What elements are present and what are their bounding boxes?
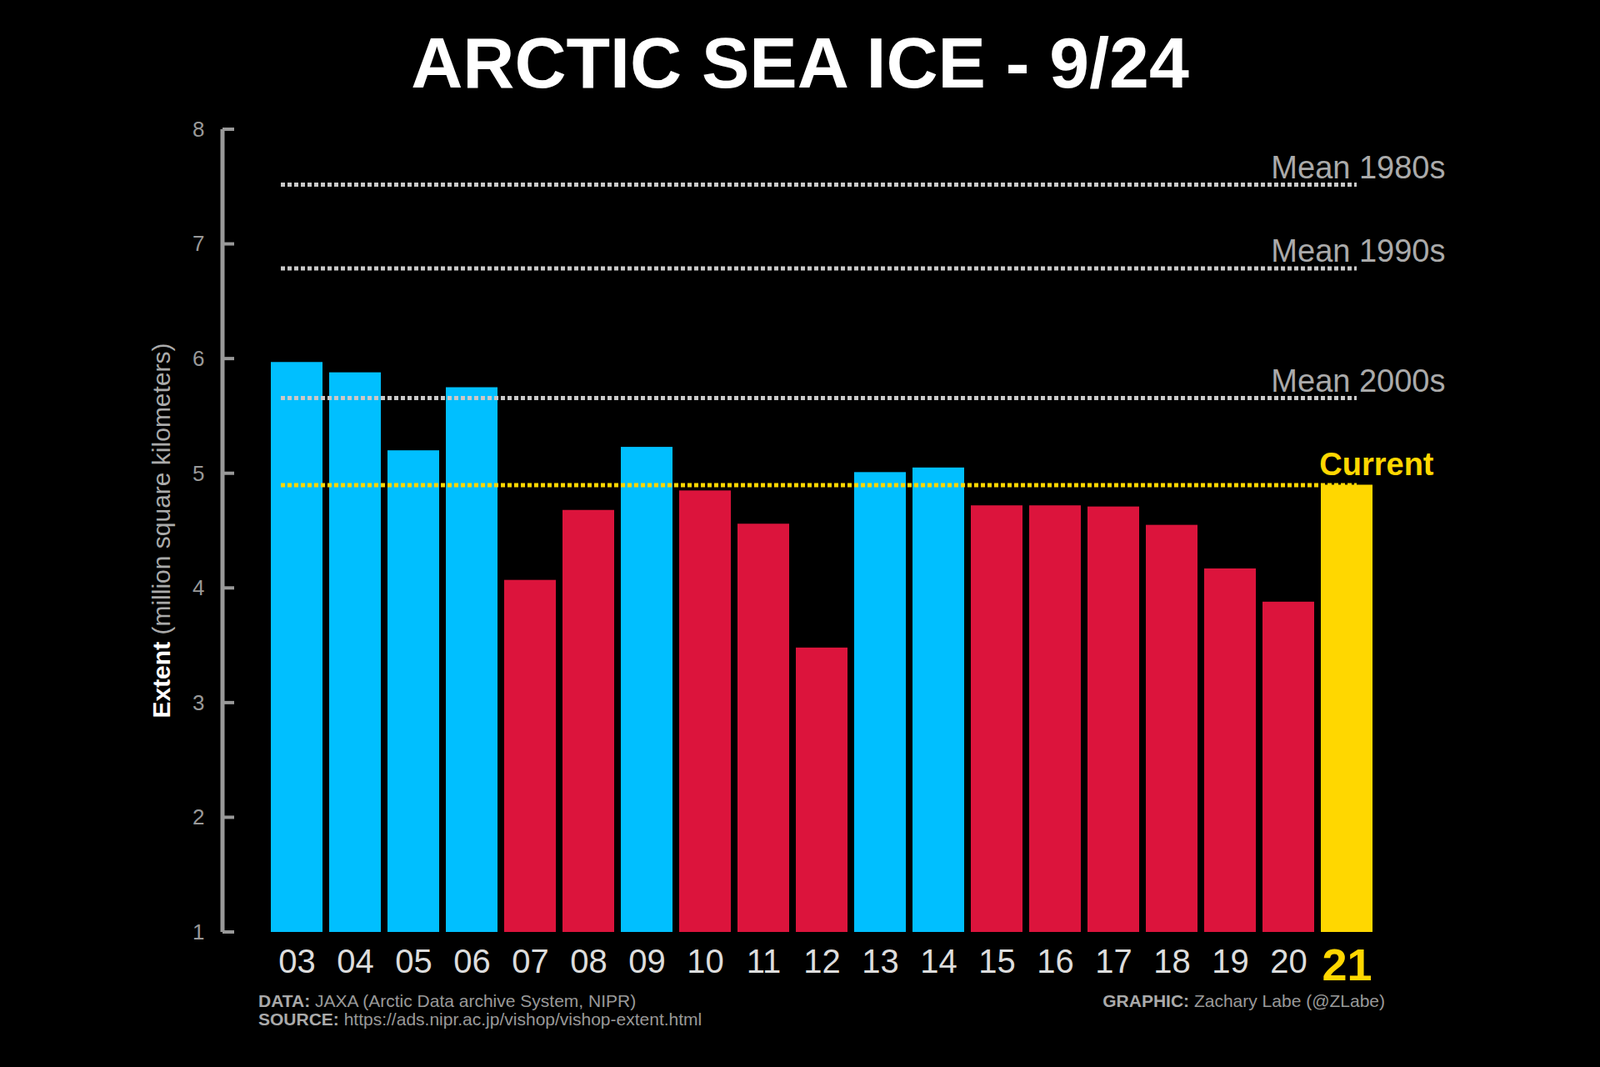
- svg-text:12: 12: [803, 942, 841, 980]
- svg-text:3: 3: [192, 690, 205, 715]
- svg-text:4: 4: [192, 575, 205, 600]
- svg-text:07: 07: [511, 942, 550, 980]
- svg-text:Extent (million square kilomet: Extent (million square kilometers): [147, 342, 175, 718]
- svg-text:1: 1: [192, 919, 205, 945]
- svg-text:15: 15: [978, 942, 1016, 980]
- svg-text:5: 5: [192, 460, 205, 486]
- svg-text:8: 8: [192, 116, 205, 142]
- svg-text:Current: Current: [1319, 446, 1435, 482]
- svg-text:20: 20: [1270, 942, 1308, 980]
- svg-text:05: 05: [395, 942, 433, 980]
- svg-text:17: 17: [1095, 942, 1133, 980]
- svg-text:08: 08: [570, 942, 608, 980]
- svg-text:7: 7: [192, 230, 205, 256]
- svg-text:2: 2: [192, 804, 205, 830]
- svg-text:14: 14: [920, 942, 958, 980]
- svg-text:6: 6: [192, 345, 205, 371]
- html-text:DATA: JAXA (Arctic Data archiv: DATA: JAXA (Arctic Data archive System, …: [258, 990, 636, 1010]
- svg-text:03: 03: [278, 942, 316, 980]
- svg-text:09: 09: [628, 942, 666, 980]
- svg-text:10: 10: [686, 942, 725, 980]
- svg-text:Mean 1980s: Mean 1980s: [1270, 150, 1445, 185]
- svg-text:19: 19: [1211, 942, 1250, 980]
- svg-text:06: 06: [453, 942, 491, 980]
- svg-text:11: 11: [746, 942, 782, 980]
- svg-text:13: 13: [861, 942, 900, 980]
- svg-text:Mean 2000s: Mean 2000s: [1270, 363, 1445, 399]
- svg-text:18: 18: [1153, 942, 1191, 980]
- svg-text:16: 16: [1036, 942, 1075, 980]
- html-text:ARCTIC SEA ICE - 9/24: ARCTIC SEA ICE - 9/24: [411, 22, 1189, 103]
- html-text:GRAPHIC: Zachary Labe (@ZLabe): GRAPHIC: Zachary Labe (@ZLabe): [1102, 990, 1385, 1010]
- svg-text:04: 04: [336, 942, 375, 980]
- svg-text:21: 21: [1321, 939, 1372, 990]
- svg-text:Mean 1990s: Mean 1990s: [1270, 233, 1445, 269]
- html-text:SOURCE: https://ads.nipr.ac.jp: SOURCE: https://ads.nipr.ac.jp/vishop/vi…: [258, 1009, 702, 1029]
